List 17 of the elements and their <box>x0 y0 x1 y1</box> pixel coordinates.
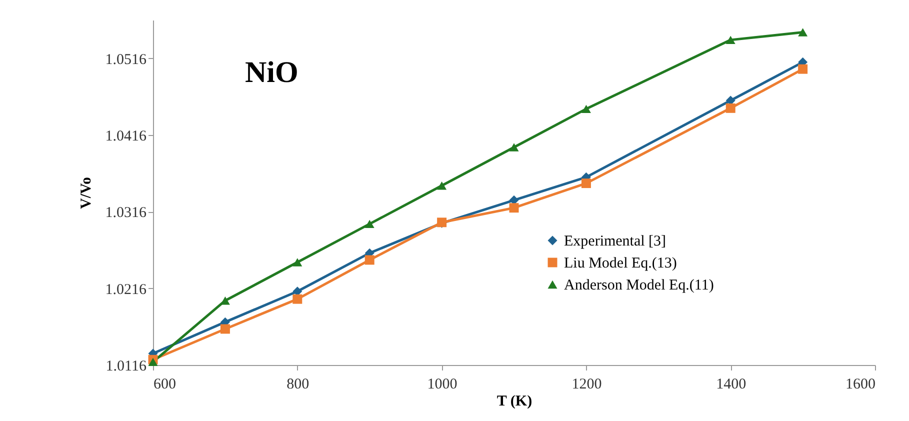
y-tick-label: 1.0216 <box>105 282 147 298</box>
x-tick-label: 1200 <box>572 376 602 392</box>
y-tick-label: 1.0416 <box>105 128 147 144</box>
x-tick-label: 1600 <box>846 376 876 392</box>
legend-label: Experimental [3] <box>564 234 666 250</box>
legend-label: Liu Model Eq.(13) <box>564 256 677 272</box>
legend-label: Anderson Model Eq.(11) <box>564 278 714 294</box>
x-axis-title: T (K) <box>496 394 532 410</box>
x-tick-label: 1000 <box>427 376 458 392</box>
y-tick-label: 1.0116 <box>106 358 147 374</box>
y-tick-label: 1.0316 <box>105 205 147 222</box>
y-tick-label: 1.0516 <box>105 52 147 68</box>
x-tick-label: 800 <box>286 376 310 392</box>
annotation: NiO <box>245 56 298 89</box>
x-tick-label: 1400 <box>716 376 746 392</box>
x-tick-label: 600 <box>154 376 176 392</box>
y-axis-title: V/Vo <box>78 177 94 209</box>
